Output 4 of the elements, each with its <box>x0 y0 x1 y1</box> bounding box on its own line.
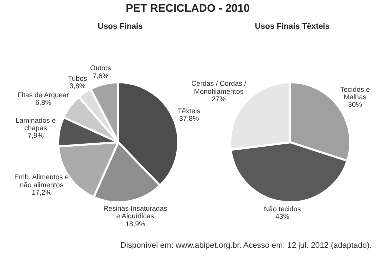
text: Disponível em: www.abipet.org.br. Acesso em: 12 jul. 2012 (adaptado). <box>120 240 372 252</box>
chart-title: PET RECICLADO - 2010 <box>126 2 250 17</box>
chart-subtitle: Usos Finais <box>98 22 144 31</box>
chart-title: Usos Finais Têxteis <box>255 22 330 31</box>
